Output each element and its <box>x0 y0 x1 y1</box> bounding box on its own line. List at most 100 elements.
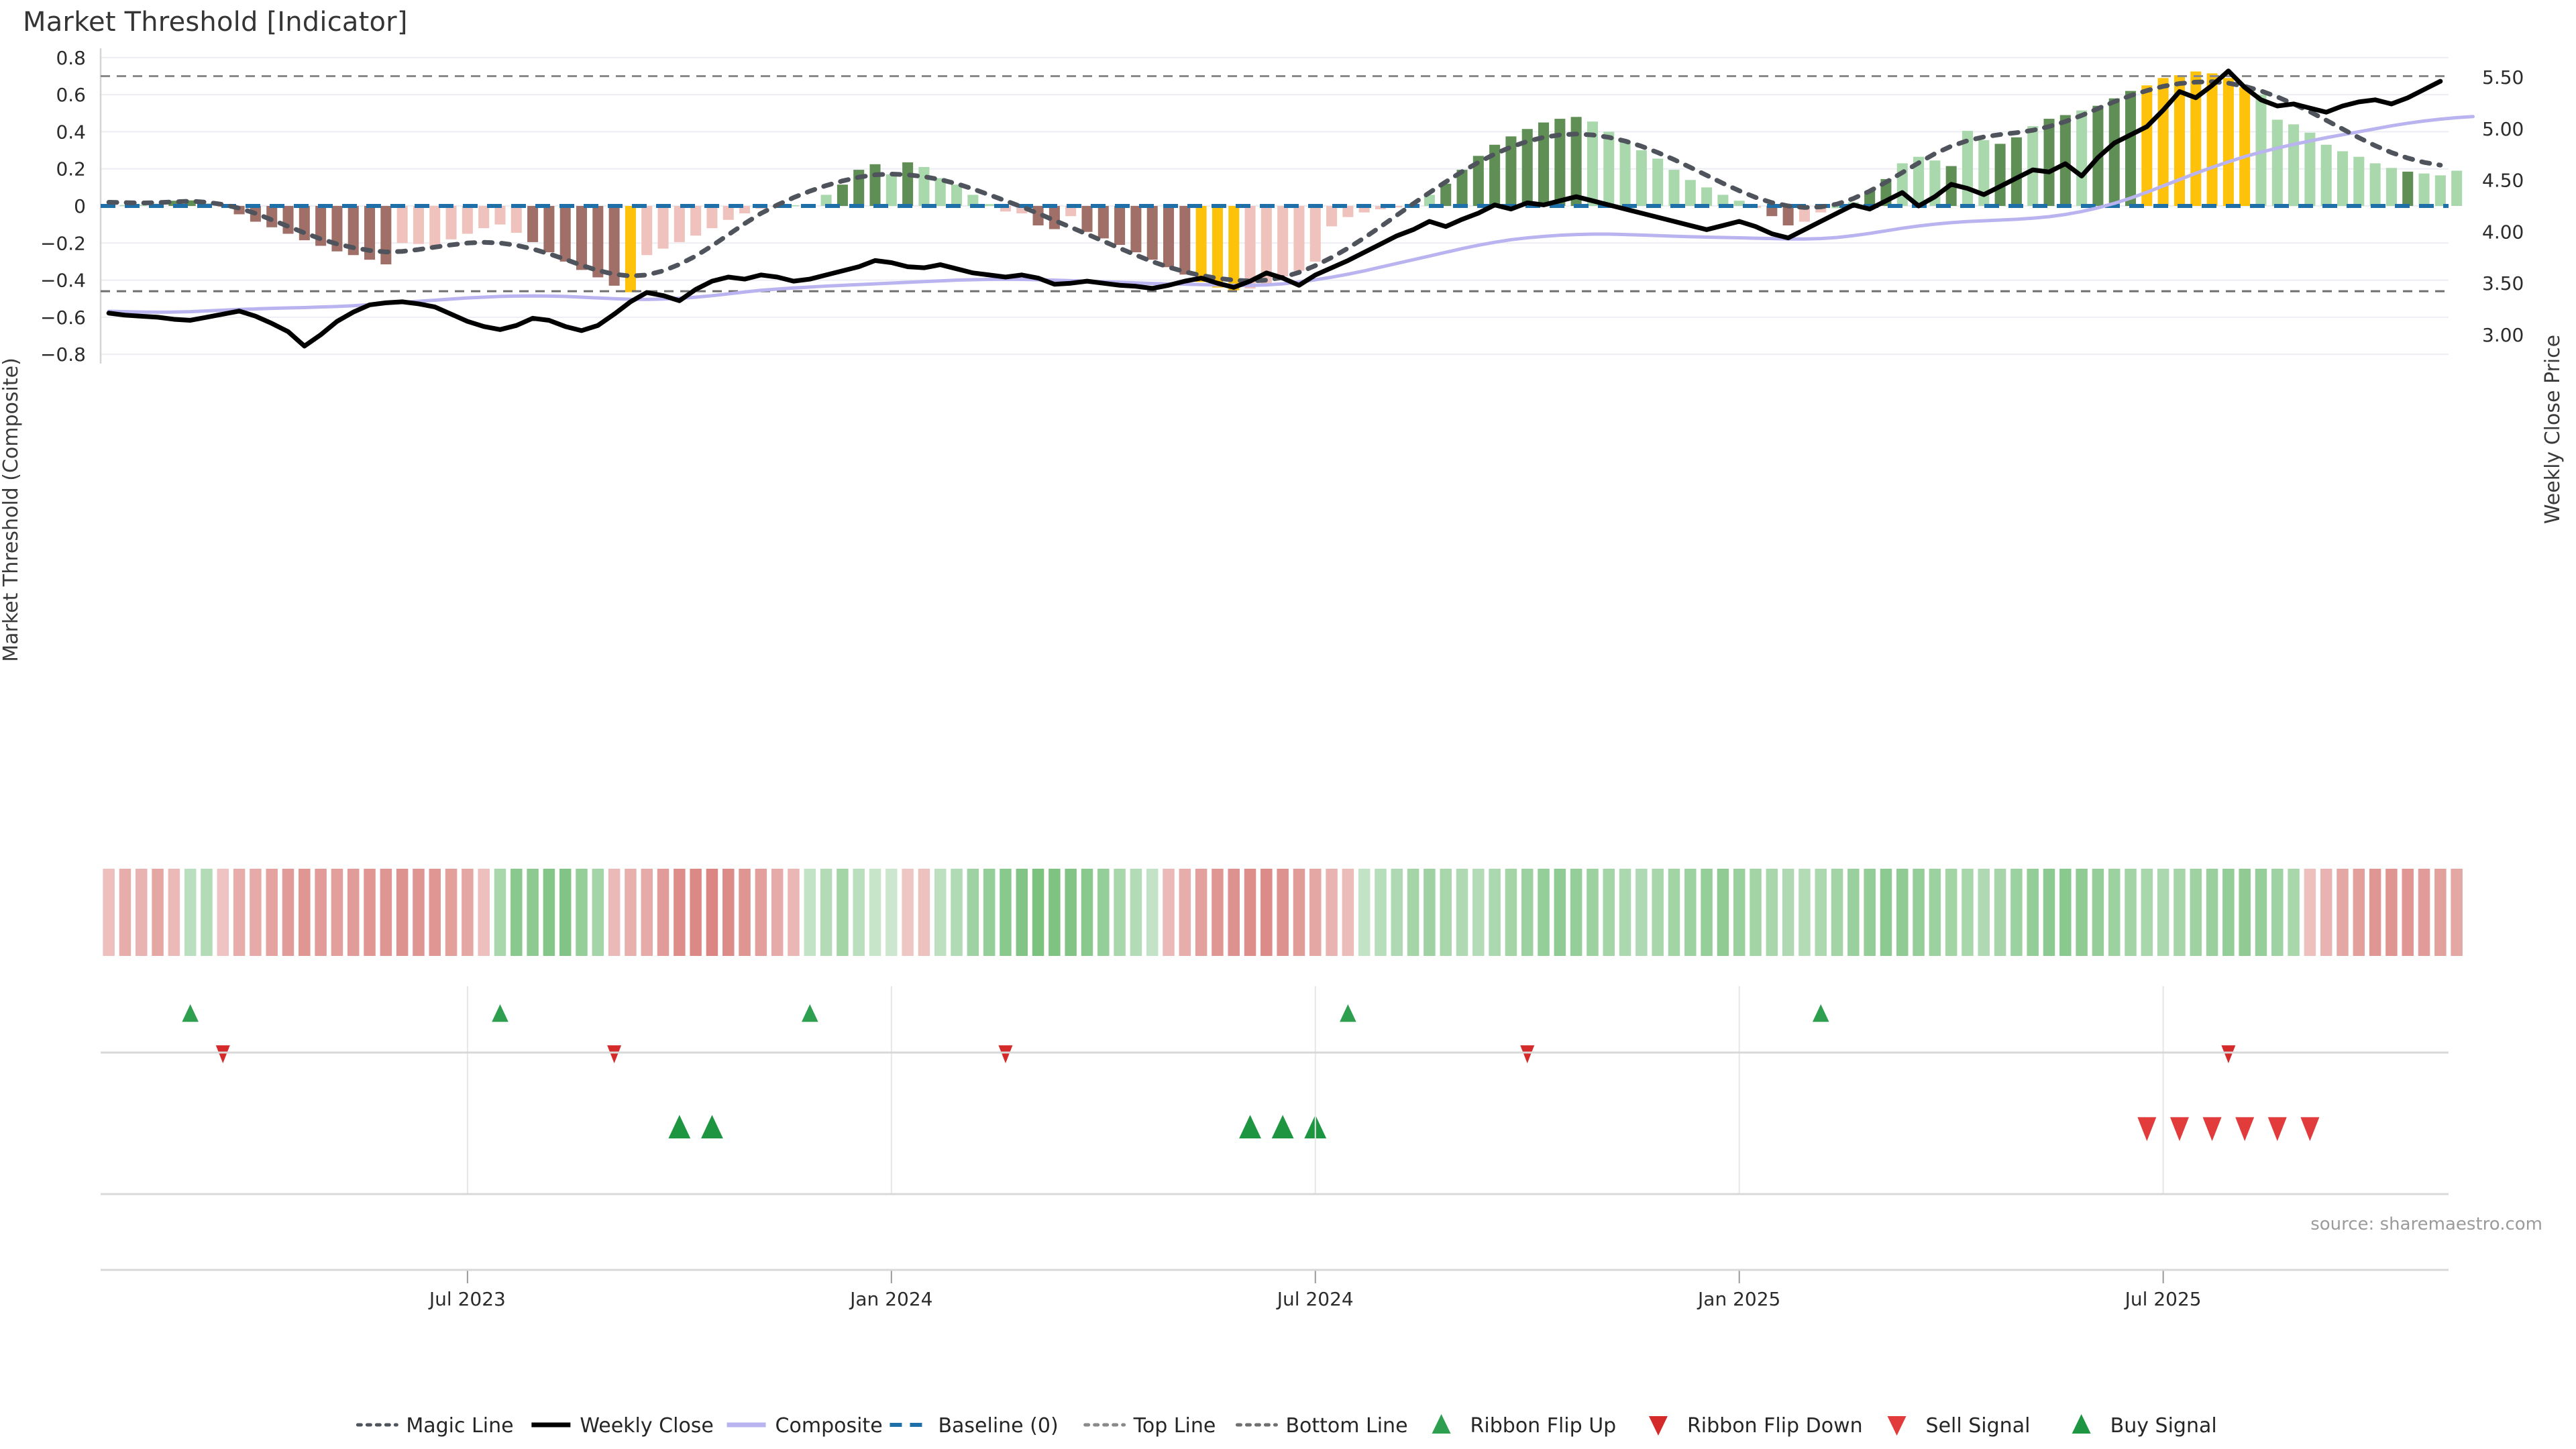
ribbon-cell <box>543 869 555 956</box>
histogram-bar <box>1440 183 1452 206</box>
ribbon-cell <box>1994 869 2006 956</box>
ribbon-cell <box>1049 869 1061 956</box>
sell-signal-marker <box>2235 1117 2255 1141</box>
histogram-bar <box>837 184 848 206</box>
ribbon-cell <box>1587 869 1599 956</box>
ribbon-strip-group <box>103 869 2463 956</box>
ribbon-cell <box>299 869 311 956</box>
histogram-bar <box>1195 206 1207 282</box>
histogram-bar <box>2337 151 2349 206</box>
histogram-bar <box>396 206 408 244</box>
ribbon-flip-down-marker <box>1520 1045 1535 1063</box>
ribbon-cell <box>1766 869 1778 956</box>
histogram-bar <box>2353 156 2365 206</box>
histogram-bar <box>918 166 930 206</box>
legend-label: Baseline (0) <box>938 1414 1058 1438</box>
ribbon-cell <box>934 869 947 956</box>
legend-label: Ribbon Flip Down <box>1687 1414 1863 1438</box>
x-tick-label: Jan 2024 <box>849 1288 932 1310</box>
histogram-bar <box>2239 87 2251 206</box>
ribbon-flip-up-marker <box>1340 1004 1356 1022</box>
ribbon-cell <box>1945 869 1957 956</box>
histogram-bar <box>2027 126 2039 206</box>
histogram-bar <box>1097 206 1109 239</box>
histogram-bar <box>2385 168 2397 206</box>
histogram-bar <box>1000 206 1011 212</box>
ribbon-cell <box>2059 869 2072 956</box>
y-tick-label-left: 0.2 <box>56 158 86 180</box>
y-tick-label-right: 5.50 <box>2482 66 2524 89</box>
page-title: Market Threshold [Indicator] <box>23 7 408 38</box>
ribbon-cell <box>1326 869 1338 956</box>
ribbon-cell <box>1733 869 1746 956</box>
ribbon-cell <box>722 869 735 956</box>
histogram-bar <box>1391 206 1403 208</box>
legend-marker-triangle-down-icon <box>1887 1416 1907 1436</box>
histogram-bar <box>2451 170 2463 206</box>
ribbon-cell <box>1896 869 1909 956</box>
ribbon-cell <box>592 869 604 956</box>
histogram-bar <box>739 206 751 214</box>
y-axis-left-label: Market Threshold (Composite) <box>0 358 23 662</box>
ribbon-cell <box>1081 869 1093 956</box>
histogram-bar <box>2402 171 2414 206</box>
ribbon-cell <box>576 869 588 956</box>
histogram-bar <box>1065 206 1077 217</box>
y-tick-label-right: 3.00 <box>2482 324 2524 346</box>
ribbon-cell <box>1603 869 1615 956</box>
sell-signal-marker <box>2300 1117 2320 1141</box>
ribbon-cell <box>1505 869 1517 956</box>
histogram-bar <box>2271 119 2283 206</box>
ribbon-cell <box>380 869 392 956</box>
ribbon-cell <box>1521 869 1534 956</box>
sell-signal-marker <box>2137 1117 2157 1141</box>
legend-label: Composite <box>775 1414 883 1438</box>
ribbon-cell <box>511 869 523 956</box>
sell-signal-marker <box>2202 1117 2222 1141</box>
x-tick-label: Jul 2024 <box>1276 1288 1354 1310</box>
ribbon-cell <box>1260 869 1273 956</box>
y-tick-label-left: −0.8 <box>40 343 86 366</box>
ribbon-flip-up-marker <box>492 1004 508 1022</box>
histogram-bar <box>641 206 653 256</box>
histogram-bar <box>2434 175 2446 206</box>
histogram-bar <box>1538 122 1550 206</box>
histogram-bar <box>1114 206 1126 246</box>
legend-label: Sell Signal <box>1926 1414 2031 1438</box>
histogram-bar <box>722 206 734 220</box>
histogram-bar <box>1163 206 1175 268</box>
histogram-bar <box>1831 206 1843 209</box>
ribbon-cell <box>2092 869 2104 956</box>
ribbon-cell <box>1228 869 1240 956</box>
y-tick-label-right: 4.00 <box>2482 221 2524 243</box>
ribbon-cell <box>2385 869 2398 956</box>
ribbon-cell <box>2239 869 2251 956</box>
ribbon-flip-down-marker <box>998 1045 1013 1063</box>
ribbon-cell <box>1244 869 1256 956</box>
histogram-bar <box>1619 141 1631 206</box>
ribbon-cell <box>1538 869 1550 956</box>
y-tick-label-right: 5.00 <box>2482 118 2524 140</box>
histogram-bar <box>1799 206 1810 222</box>
ribbon-cell <box>1097 869 1110 956</box>
ribbon-cell <box>217 869 229 956</box>
legend-marker-triangle-up-icon <box>2072 1414 2091 1434</box>
panel-separators <box>101 986 2449 1271</box>
ribbon-cell <box>2418 869 2430 956</box>
ribbon-cell <box>1831 869 1843 956</box>
histogram-bar <box>576 206 588 270</box>
ribbon-cell <box>429 869 441 956</box>
ribbon-cell <box>152 869 164 956</box>
signal-markers-group <box>182 1004 2320 1141</box>
ribbon-cell <box>119 869 131 956</box>
ribbon-cell <box>1799 869 1811 956</box>
ribbon-cell <box>2141 869 2153 956</box>
ribbon-cell <box>1962 869 1974 956</box>
ribbon-cell <box>1016 869 1028 956</box>
histogram-bar <box>2255 95 2267 206</box>
histogram-bar <box>136 205 147 206</box>
histogram-bar <box>266 206 278 227</box>
legend-label: Top Line <box>1133 1414 1216 1438</box>
sell-signal-marker <box>2169 1117 2189 1141</box>
histogram-bar <box>1130 206 1142 253</box>
